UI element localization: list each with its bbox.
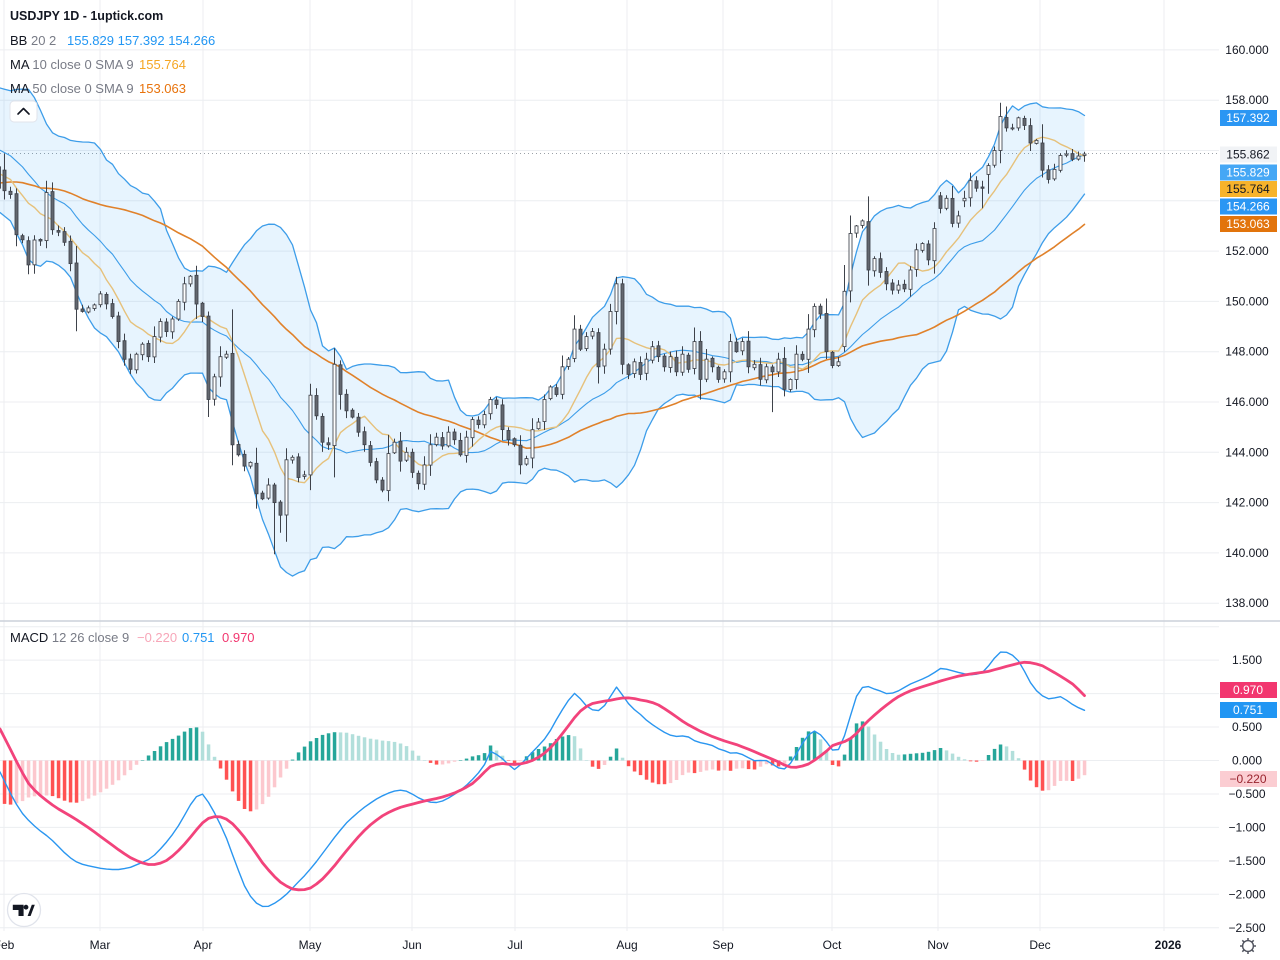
svg-text:140.000: 140.000 — [1225, 546, 1269, 560]
svg-text:154.266: 154.266 — [1226, 200, 1270, 214]
svg-text:BB 20 2 155.829 157.392 154: BB 20 2 155.829 157.392 154.266 — [10, 33, 215, 48]
svg-text:Feb: Feb — [0, 938, 15, 952]
svg-text:−1.000: −1.000 — [1228, 820, 1265, 834]
svg-text:USDJPY 1D - 1uptick.com: USDJPY 1D - 1uptick.com — [10, 9, 163, 23]
svg-text:0.000: 0.000 — [1232, 754, 1262, 768]
svg-text:−0.500: −0.500 — [1228, 787, 1265, 801]
svg-text:157.392: 157.392 — [1226, 111, 1270, 125]
svg-text:153.063: 153.063 — [1226, 217, 1270, 231]
svg-text:0.751: 0.751 — [1233, 703, 1263, 717]
svg-text:2026: 2026 — [1155, 938, 1182, 952]
svg-text:−1.500: −1.500 — [1228, 854, 1265, 868]
svg-text:Oct: Oct — [823, 938, 842, 952]
svg-text:152.000: 152.000 — [1225, 244, 1269, 258]
svg-text:148.000: 148.000 — [1225, 345, 1269, 359]
svg-text:144.000: 144.000 — [1225, 445, 1269, 459]
svg-text:0.970: 0.970 — [1233, 683, 1263, 697]
svg-text:142.000: 142.000 — [1225, 496, 1269, 510]
svg-text:−2.500: −2.500 — [1228, 921, 1265, 935]
svg-text:Mar: Mar — [90, 938, 111, 952]
svg-text:160.000: 160.000 — [1225, 43, 1269, 57]
svg-text:−0.220: −0.220 — [1229, 772, 1266, 786]
svg-text:150.000: 150.000 — [1225, 294, 1269, 308]
svg-text:146.000: 146.000 — [1225, 395, 1269, 409]
svg-text:Nov: Nov — [927, 938, 948, 952]
svg-text:−2.000: −2.000 — [1228, 887, 1265, 901]
svg-text:155.829: 155.829 — [1226, 166, 1270, 180]
svg-text:155.764: 155.764 — [1226, 182, 1270, 196]
svg-text:1.500: 1.500 — [1232, 653, 1262, 667]
svg-text:155.862: 155.862 — [1226, 148, 1270, 162]
svg-text:158.000: 158.000 — [1225, 93, 1269, 107]
svg-text:Jun: Jun — [402, 938, 421, 952]
svg-text:0.500: 0.500 — [1232, 720, 1262, 734]
svg-text:Aug: Aug — [616, 938, 637, 952]
svg-text:Apr: Apr — [194, 938, 213, 952]
svg-text:138.000: 138.000 — [1225, 596, 1269, 610]
svg-text:Jul: Jul — [507, 938, 522, 952]
svg-text:Sep: Sep — [712, 938, 734, 952]
svg-text:May: May — [299, 938, 322, 952]
svg-text:Dec: Dec — [1029, 938, 1050, 952]
